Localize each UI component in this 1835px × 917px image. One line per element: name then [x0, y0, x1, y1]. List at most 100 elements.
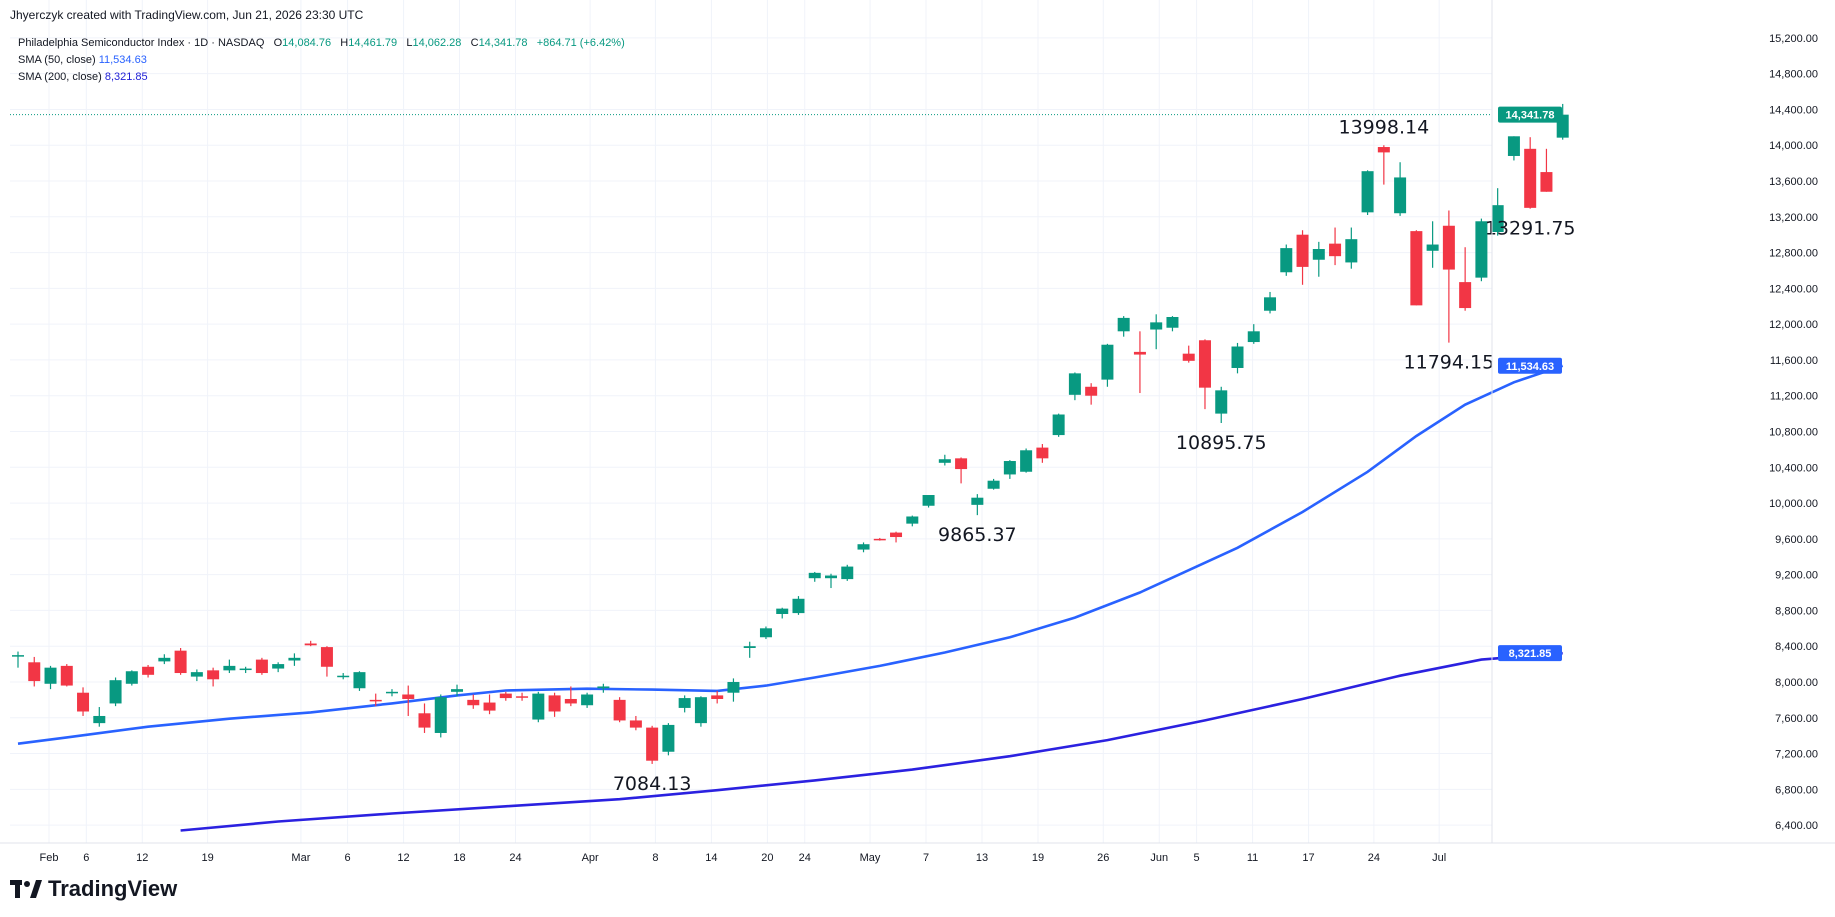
- candle: [255, 657, 268, 675]
- candle-body: [662, 724, 675, 752]
- last-price-tag-bg: [1498, 106, 1562, 123]
- candle-body: [369, 699, 382, 702]
- candle-body: [743, 646, 756, 648]
- time-tick-label: 13: [976, 852, 988, 864]
- candle-body: [1020, 450, 1033, 472]
- time-tick-label: Jun: [1150, 852, 1168, 864]
- price-annotation: 7084.13: [613, 773, 692, 795]
- candle: [1459, 247, 1472, 311]
- candle-body: [174, 650, 187, 674]
- candle-body: [1264, 297, 1277, 311]
- candle: [125, 670, 138, 686]
- candle: [922, 495, 935, 508]
- candle-body: [906, 516, 919, 524]
- legend-c-value: 14,341.78: [478, 37, 528, 49]
- candle: [44, 665, 57, 690]
- candle-body: [776, 608, 789, 614]
- candle: [385, 689, 398, 697]
- candle-body: [1475, 221, 1488, 278]
- candle: [792, 596, 805, 615]
- candle-body: [255, 659, 268, 674]
- candle-body: [922, 495, 935, 506]
- tradingview-logo-icon: [10, 880, 42, 898]
- price-tick-label: 14,800.00: [1769, 69, 1818, 81]
- candle: [467, 694, 480, 709]
- annotations: 13998.14 13291.75 11794.15 10895.75 9865.37 7…: [613, 116, 1576, 795]
- candle-body: [971, 497, 984, 505]
- price-tick-label: 13,600.00: [1769, 176, 1818, 188]
- candle: [1198, 339, 1211, 410]
- candle: [938, 454, 951, 466]
- time-axis[interactable]: Feb 6 12 19 Mar 6 12 18 24 Apr 8 14 20 24 May 7 13 19 26 Ju…: [40, 852, 1447, 864]
- candle-body: [1459, 282, 1472, 309]
- candle-body: [890, 532, 903, 538]
- candle-body: [938, 459, 951, 463]
- legend-l-value: 14,062.28: [412, 37, 462, 49]
- candle: [434, 694, 447, 738]
- candle-body: [1068, 373, 1081, 395]
- candle-body: [1296, 234, 1309, 267]
- candle-body: [483, 702, 496, 711]
- candle: [516, 692, 529, 701]
- candle-body: [825, 575, 837, 579]
- candle-body: [1198, 340, 1211, 388]
- candle: [207, 667, 220, 687]
- candle: [955, 457, 968, 484]
- candle-body: [12, 655, 24, 657]
- credit-line: Jhyerczyk created with TradingView.com, …: [10, 8, 364, 22]
- candle-body: [1491, 205, 1504, 233]
- legend: Philadelphia Semiconductor Index · 1D · …: [18, 35, 625, 86]
- candle-body: [190, 672, 203, 677]
- candle: [93, 707, 106, 727]
- candle-body: [1117, 317, 1130, 332]
- candle: [1475, 218, 1488, 282]
- candle: [418, 703, 431, 733]
- candle: [1345, 227, 1358, 269]
- candle-body: [1410, 231, 1423, 306]
- time-tick-label: 7: [923, 852, 929, 864]
- candle-body: [223, 665, 236, 671]
- candle-body: [1377, 147, 1390, 153]
- candle-body: [1442, 225, 1455, 270]
- sma50-line: [17, 364, 1564, 745]
- axis-tags: 14,341.78 11,534.63 8,321.85: [1498, 106, 1562, 662]
- candle-body: [1361, 171, 1374, 213]
- candle: [711, 690, 724, 704]
- candle: [12, 651, 24, 668]
- candle: [288, 653, 301, 666]
- candle: [1003, 460, 1016, 479]
- price-tick-label: 11,200.00: [1770, 391, 1818, 403]
- price-tick-label: 9,600.00: [1775, 534, 1818, 546]
- candle-body: [629, 720, 642, 728]
- candle: [727, 678, 740, 702]
- candle: [402, 685, 415, 716]
- candle: [1150, 314, 1163, 350]
- time-tick-label: 6: [344, 852, 350, 864]
- candle: [174, 647, 187, 675]
- candle-body: [1540, 172, 1553, 192]
- candle: [1524, 137, 1537, 209]
- candle: [1507, 136, 1520, 161]
- candle-body: [564, 698, 577, 704]
- candle: [1085, 383, 1098, 405]
- brand-logo[interactable]: TradingView: [10, 876, 177, 902]
- candle-body: [385, 691, 398, 694]
- candle-body: [1166, 316, 1179, 328]
- legend-sma50-row[interactable]: SMA (50, close) 11,534.63: [18, 52, 625, 69]
- time-tick-label: 5: [1194, 852, 1200, 864]
- candle-body: [955, 458, 968, 470]
- legend-l-label: L: [406, 37, 413, 49]
- price-axis[interactable]: 6,400.00 6,800.00 7,200.00 7,600.00 8,000.00…: [0, 0, 1835, 844]
- time-tick-label: 12: [136, 852, 148, 864]
- candle: [190, 669, 203, 682]
- time-tick-label: 6: [83, 852, 89, 864]
- legend-sma200-row[interactable]: SMA (200, close) 8,321.85: [18, 69, 625, 86]
- candle-body: [109, 680, 122, 704]
- candle-body: [304, 643, 317, 646]
- price-tick-label: 8,000.00: [1775, 677, 1818, 689]
- candle-body: [142, 666, 155, 675]
- candle: [1540, 148, 1553, 192]
- candle: [597, 683, 610, 693]
- legend-sma50-label: SMA (50, close): [18, 54, 96, 66]
